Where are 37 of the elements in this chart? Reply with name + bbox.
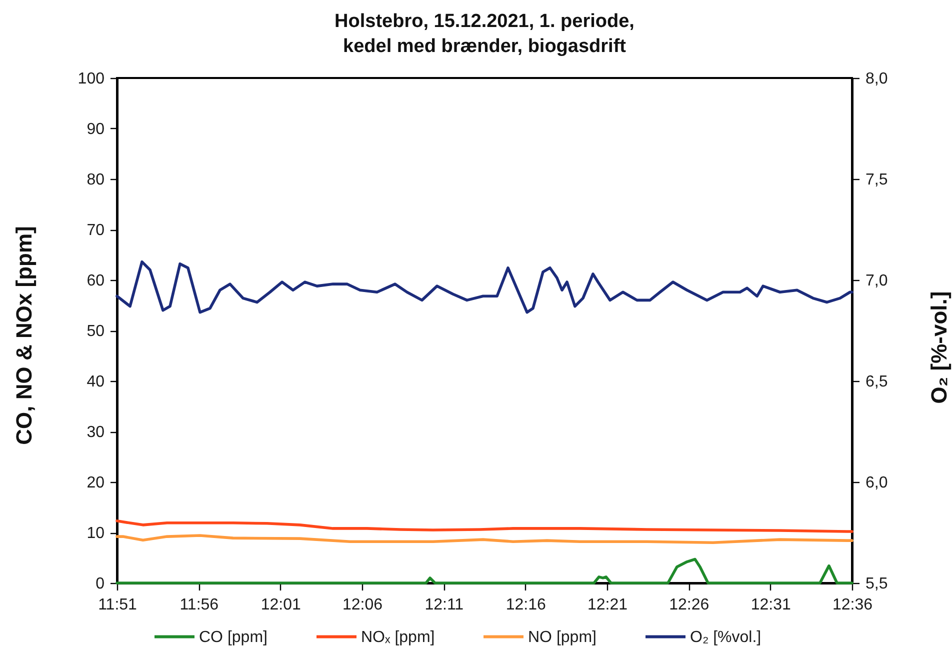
y-tick-label: 90: [86, 121, 105, 138]
x-tick-label: 12:36: [832, 596, 873, 614]
y-tick-label: 20: [86, 474, 105, 492]
legend-label: CO [ppm]: [199, 628, 268, 646]
y-axis-title: CO, NO & NOx [ppm]: [12, 226, 36, 445]
x-tick-label: 12:21: [587, 596, 628, 614]
line-series: [116, 260, 854, 314]
y-tick-label: 100: [78, 70, 105, 88]
y2-tick-label: 5,5: [866, 576, 888, 592]
y2-tick-label: 7,5: [866, 172, 888, 188]
y-tick-label: 30: [86, 424, 105, 441]
y2-tick-label: 8,0: [866, 70, 888, 88]
line-series: [116, 519, 854, 533]
y-tick-label: 10: [86, 525, 105, 542]
legend-label: NO [ppm]: [528, 628, 596, 646]
x-tick-label: 12:11: [424, 596, 464, 614]
x-tick-label: 12:16: [506, 596, 546, 614]
y-tick-label: 0: [96, 576, 105, 592]
x-tick-label: 11:56: [180, 596, 219, 614]
legend-label: O₂ [%vol.]: [690, 628, 762, 646]
y-tick-label: 40: [86, 374, 105, 390]
x-tick-label: 12:01: [260, 596, 301, 614]
x-tick-label: 12:26: [669, 596, 710, 614]
y2-tick-label: 7,0: [866, 272, 888, 290]
line-series: [116, 534, 854, 544]
x-tick-label: 12:31: [750, 596, 791, 614]
y-tick-label: 60: [86, 272, 105, 290]
y2-tick-label: 6,5: [866, 374, 888, 390]
y2-axis-title: O₂ [%-vol.]: [926, 291, 952, 404]
legend-label: NOₓ [ppm]: [361, 628, 435, 646]
y-tick-label: 50: [86, 323, 105, 340]
y-tick-label: 80: [86, 172, 105, 188]
y2-tick-label: 6,0: [866, 474, 888, 492]
x-tick-label: 12:06: [342, 596, 383, 614]
y-tick-label: 70: [86, 222, 105, 239]
chart-title: Holstebro, 15.12.2021, 1. periode, kedel med brænder, biogasdrift: [334, 11, 634, 57]
x-tick-label: 11:51: [98, 596, 138, 614]
